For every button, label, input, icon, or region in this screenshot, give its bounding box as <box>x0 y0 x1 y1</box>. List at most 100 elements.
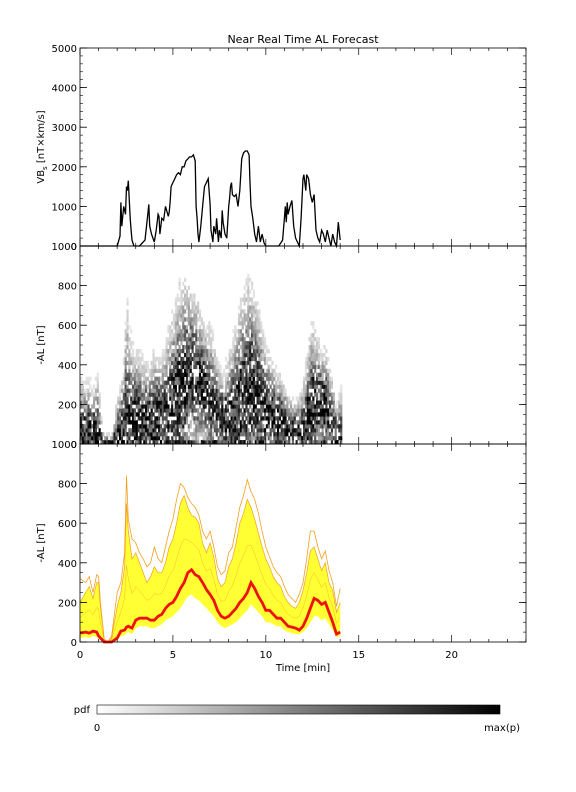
heatmap-cell <box>299 420 302 425</box>
heatmap-cell <box>237 408 241 413</box>
heatmap-cell <box>234 380 237 385</box>
heatmap-cell <box>206 356 209 362</box>
heatmap-cell <box>314 408 317 413</box>
heatmap-cell <box>323 380 326 385</box>
heatmap-cell <box>234 376 237 381</box>
heatmap-cell <box>340 420 343 425</box>
heatmap-cell <box>204 341 207 346</box>
heatmap-cell <box>321 368 324 374</box>
heatmap-cell <box>189 309 192 314</box>
heatmap-cell <box>119 428 122 433</box>
heatmap-cell <box>143 368 146 374</box>
heatmap-cell <box>321 380 324 385</box>
heatmap-cell <box>137 400 140 405</box>
heatmap-cell <box>182 440 185 445</box>
heatmap-cell <box>115 428 118 433</box>
heatmap-cell <box>230 404 233 409</box>
heatmap-cell <box>250 392 254 397</box>
heatmap-cell <box>260 372 263 377</box>
heatmap-cell <box>187 372 190 377</box>
heatmap-cell <box>178 309 181 314</box>
vbs-ytick-label: 2000 <box>52 163 77 174</box>
heatmap-cell <box>132 388 135 393</box>
heatmap-cell <box>299 392 302 397</box>
heatmap-cell <box>167 436 170 441</box>
heatmap-cell <box>213 364 216 370</box>
heatmap-cell <box>269 384 272 389</box>
heatmap-cell <box>115 424 118 429</box>
heatmap-cell <box>185 329 189 334</box>
heatmap-cell <box>291 440 295 445</box>
heatmap-cell <box>286 400 289 405</box>
heatmap-cell <box>267 404 270 409</box>
heatmap-cell <box>87 428 90 433</box>
heatmap-cell <box>252 428 255 433</box>
heatmap-cell <box>258 384 261 389</box>
heatmap-cell <box>247 412 250 417</box>
heatmap-cell <box>223 440 226 445</box>
heatmap-cell <box>152 364 155 370</box>
heatmap-cell <box>158 408 161 413</box>
heatmap-cell <box>280 400 283 405</box>
heatmap-cell <box>198 360 202 366</box>
heatmap-cell <box>130 396 133 401</box>
heatmap-cell <box>185 420 189 425</box>
heatmap-cell <box>224 440 228 445</box>
heatmap-cell <box>115 412 118 417</box>
heatmap-cell <box>254 333 257 338</box>
heatmap-cell <box>325 416 328 421</box>
heatmap-cell <box>237 384 241 389</box>
heatmap-cell <box>334 432 337 437</box>
heatmap-cell <box>332 420 335 425</box>
heatmap-cell <box>106 432 109 437</box>
heatmap-cell <box>133 392 137 397</box>
heatmap-cell <box>141 424 144 429</box>
heatmap-cell <box>193 313 196 318</box>
heatmap-cell <box>172 321 176 326</box>
heatmap-cell <box>119 388 122 393</box>
heatmap-cell <box>249 360 252 366</box>
heatmap-cell <box>172 380 176 385</box>
heatmap-cell <box>187 368 190 374</box>
heatmap-cell <box>306 428 309 433</box>
heatmap-cell <box>275 364 278 370</box>
heatmap-cell <box>163 424 166 429</box>
heatmap-cell <box>247 400 250 405</box>
heatmap-cell <box>286 404 289 409</box>
heatmap-cell <box>265 404 268 409</box>
heatmap-cell <box>154 360 157 366</box>
heatmap-cell <box>217 368 220 374</box>
heatmap-cell <box>241 412 244 417</box>
heatmap-cell <box>172 372 176 377</box>
heatmap-cell <box>280 420 283 425</box>
heatmap-cell <box>191 404 194 409</box>
heatmap-cell <box>184 325 187 330</box>
heatmap-cell <box>256 384 259 389</box>
heatmap-cell <box>141 396 144 401</box>
heatmap-cell <box>198 356 202 362</box>
heatmap-cell <box>301 440 304 445</box>
heatmap-cell <box>187 313 190 318</box>
heatmap-cell <box>239 309 242 314</box>
heatmap-cell <box>319 384 322 389</box>
heatmap-cell <box>80 380 83 385</box>
heatmap-cell <box>325 356 328 362</box>
heatmap-cell <box>161 372 164 377</box>
heatmap-cell <box>252 345 255 350</box>
heatmap-cell <box>278 424 281 429</box>
heatmap-cell <box>174 388 177 393</box>
heatmap-cell <box>308 380 311 385</box>
heatmap-cell <box>180 356 183 362</box>
heatmap-cell <box>141 408 144 413</box>
heatmap-cell <box>310 428 313 433</box>
heatmap-cell <box>247 380 250 385</box>
heatmap-cell <box>174 352 177 358</box>
heatmap-cell <box>228 348 231 354</box>
heatmap-cell <box>198 424 202 429</box>
heatmap-cell <box>178 424 181 429</box>
heatmap-cell <box>182 404 185 409</box>
heatmap-cell <box>275 424 278 429</box>
heatmap-cell <box>202 436 205 441</box>
heatmap-cell <box>211 333 215 338</box>
heatmap-cell <box>245 341 248 346</box>
